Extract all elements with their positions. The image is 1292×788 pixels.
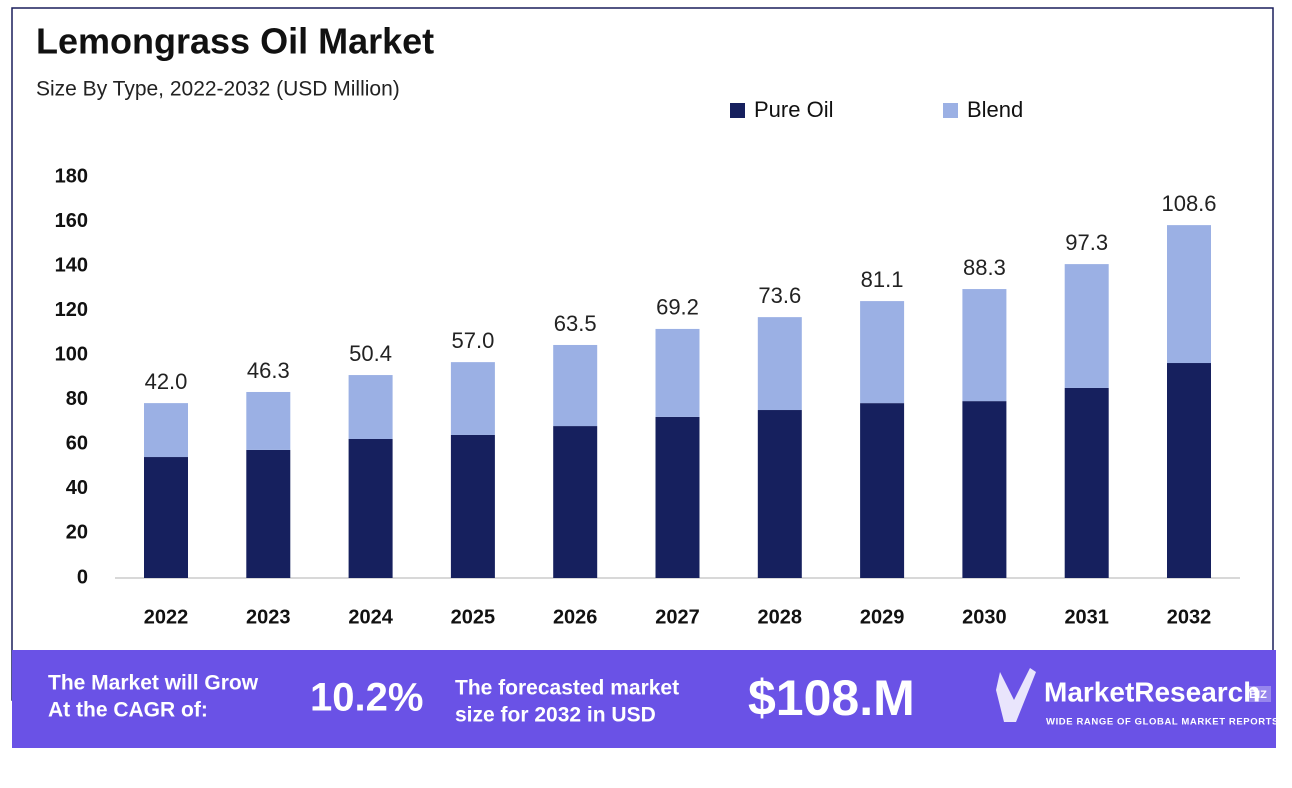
logo-badge: BIZ — [1249, 689, 1267, 701]
x-tick-label: 2029 — [860, 606, 905, 628]
bar-annotation: 81.1 — [861, 267, 904, 292]
bar-annotation: 73.6 — [758, 283, 801, 308]
y-tick-label: 180 — [55, 165, 88, 187]
logo-name: MarketResearch — [1044, 676, 1260, 707]
bar-segment — [246, 449, 291, 578]
bar-segment — [655, 416, 700, 578]
bar-segment — [246, 391, 291, 450]
y-tick-label: 140 — [55, 254, 88, 276]
bar-segment — [1167, 225, 1211, 364]
forecast-text: size for 2032 in USD — [455, 704, 656, 727]
y-tick-label: 60 — [66, 433, 88, 455]
bar-annotation: 97.3 — [1065, 230, 1108, 255]
bar-segment — [757, 410, 802, 578]
y-tick-label: 160 — [55, 210, 88, 232]
bar-segment — [962, 289, 1007, 402]
bar-segment — [860, 301, 905, 404]
legend-swatch — [943, 103, 958, 118]
bar-annotation: 50.4 — [349, 341, 392, 366]
bar-segment — [450, 434, 495, 578]
bar-segment — [962, 401, 1007, 578]
bar-segment — [1064, 264, 1109, 388]
x-tick-label: 2031 — [1064, 606, 1109, 628]
bar-segment — [757, 317, 802, 411]
bar-segment — [553, 344, 598, 427]
bar-annotation: 57.0 — [451, 328, 494, 353]
cagr-text: At the CAGR of: — [48, 699, 208, 722]
logo-icon — [996, 668, 1036, 722]
bar-segment — [348, 438, 393, 578]
y-tick-label: 80 — [66, 388, 88, 410]
logo-badge-bg — [1245, 686, 1271, 702]
x-tick-label: 2025 — [451, 606, 496, 628]
footer-banner — [12, 650, 1276, 748]
x-tick-label: 2023 — [246, 606, 291, 628]
x-tick-label: 2027 — [655, 606, 700, 628]
y-tick-label: 100 — [55, 344, 88, 366]
bar-annotation: 88.3 — [963, 255, 1006, 280]
cagr-text: The Market will Grow — [48, 672, 259, 695]
bar-annotation: 108.6 — [1161, 191, 1216, 216]
bar-annotation: 42.0 — [145, 369, 188, 394]
x-tick-label: 2028 — [758, 606, 803, 628]
y-tick-label: 40 — [66, 477, 88, 499]
bar-segment — [144, 403, 188, 458]
forecast-value: $108.M — [748, 670, 915, 726]
bar-segment — [144, 457, 188, 578]
cagr-value: 10.2% — [310, 676, 423, 720]
legend-label: Pure Oil — [754, 97, 833, 122]
logo-tagline: WIDE RANGE OF GLOBAL MARKET REPORTS — [1046, 717, 1279, 728]
bar-annotation: 63.5 — [554, 311, 597, 336]
bar-segment — [1167, 363, 1211, 578]
chart-subtitle: Size By Type, 2022-2032 (USD Million) — [36, 78, 400, 101]
x-tick-label: 2024 — [348, 606, 393, 628]
x-tick-label: 2030 — [962, 606, 1007, 628]
y-tick-label: 0 — [77, 566, 88, 588]
x-tick-label: 2022 — [144, 606, 189, 628]
bar-segment — [348, 375, 393, 439]
y-tick-label: 20 — [66, 522, 88, 544]
legend-swatch — [730, 103, 745, 118]
bar-segment — [860, 403, 905, 578]
chart-title: Lemongrass Oil Market — [36, 21, 434, 62]
x-tick-label: 2032 — [1167, 606, 1212, 628]
y-tick-label: 120 — [55, 299, 88, 321]
bar-segment — [553, 426, 598, 578]
bar-segment — [450, 362, 495, 435]
bar-segment — [655, 328, 700, 417]
bar-annotation: 69.2 — [656, 295, 699, 320]
forecast-text: The forecasted market — [455, 677, 679, 700]
legend-label: Blend — [967, 97, 1023, 122]
bar-segment — [1064, 387, 1109, 578]
x-tick-label: 2026 — [553, 606, 598, 628]
bar-annotation: 46.3 — [247, 358, 290, 383]
